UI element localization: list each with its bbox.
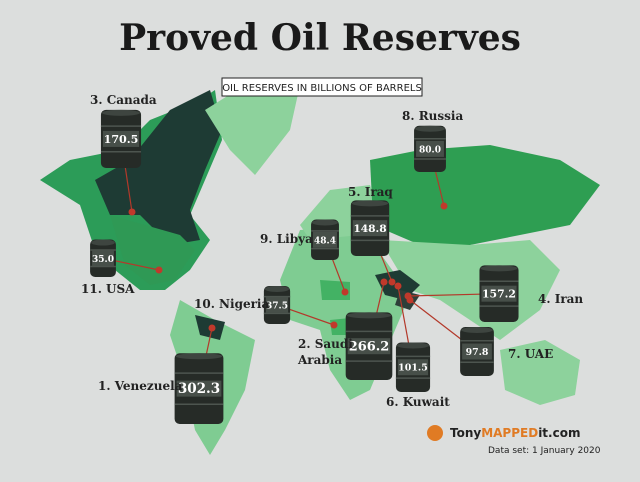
value-label: 266.2	[349, 340, 390, 355]
value-box	[265, 296, 289, 313]
value-box	[102, 130, 140, 147]
value-box	[176, 380, 222, 397]
value-box	[481, 285, 517, 302]
brand: TonyMAPPEDit.com	[450, 426, 580, 440]
footer: TonyMAPPEDit.com Data set: 1 January 202…	[427, 425, 601, 456]
country-dot	[330, 321, 338, 329]
value-label: 97.8	[466, 347, 489, 358]
country-label: 10. Nigeria	[194, 297, 269, 311]
value-box	[397, 359, 429, 376]
value-label: 35.0	[92, 255, 114, 265]
country-label: 8. Russia	[402, 109, 463, 123]
barrel-top	[461, 327, 493, 334]
value-box	[347, 338, 391, 355]
value-label: 170.5	[104, 133, 139, 146]
country-dot	[440, 202, 448, 210]
country-label: 11. USA	[81, 282, 135, 296]
barrel-top	[346, 312, 392, 319]
country-dot	[208, 324, 216, 332]
logo	[427, 425, 443, 441]
country-label: 6. Kuwait	[386, 395, 450, 409]
value-label: 148.8	[353, 222, 386, 235]
title: Proved Oil Reserves	[119, 17, 521, 59]
country-dot	[128, 208, 136, 216]
barrel-top	[480, 265, 518, 272]
subtitle: OIL RESERVES IN BILLIONS OF BARRELS	[222, 83, 422, 94]
barrel-top	[91, 239, 115, 246]
value-box	[416, 140, 444, 157]
barrels: 302.31. Venezuela 266.22. Saudi Arabia 170.…	[81, 93, 583, 424]
brand-mid: MAPPED	[481, 426, 538, 440]
country-label: 1. Venezuela	[98, 379, 183, 393]
country-label: 7. UAE	[508, 347, 553, 361]
value-box	[352, 220, 388, 237]
barrel-top	[264, 285, 290, 292]
barrel-top	[351, 200, 389, 207]
barrel-top	[175, 353, 223, 360]
barrel-top	[415, 125, 445, 132]
country-label: 5. Iraq	[348, 185, 393, 199]
country-dot	[394, 282, 402, 290]
barrel-top	[312, 219, 338, 226]
country-label: 2. Saudi Arabia	[297, 337, 353, 367]
barrel-top	[101, 109, 141, 116]
value-label: 302.3	[178, 381, 220, 397]
country-label: 9. Libya	[260, 232, 313, 246]
brand-start: Tony	[450, 426, 481, 440]
country-label: 3. Canada	[90, 93, 157, 107]
subtitle-box	[221, 77, 423, 97]
value-label: 37.5	[266, 301, 288, 311]
value-label: 157.2	[482, 288, 516, 301]
country-dot	[406, 296, 414, 304]
value-box	[462, 343, 492, 360]
country-label: 4. Iran	[538, 292, 583, 306]
brand-end: it.com	[538, 426, 580, 440]
value-label: 80.0	[419, 145, 441, 155]
barrel-top	[396, 342, 430, 349]
dataset: Data set: 1 January 2020	[488, 446, 601, 456]
value-box	[92, 250, 114, 267]
value-label: 48.4	[314, 236, 336, 246]
country-dot	[155, 266, 163, 274]
country-dot	[341, 288, 349, 296]
country-dot	[388, 278, 396, 286]
value-box	[313, 231, 337, 248]
value-label: 101.5	[398, 363, 428, 374]
country-dot	[380, 278, 388, 286]
